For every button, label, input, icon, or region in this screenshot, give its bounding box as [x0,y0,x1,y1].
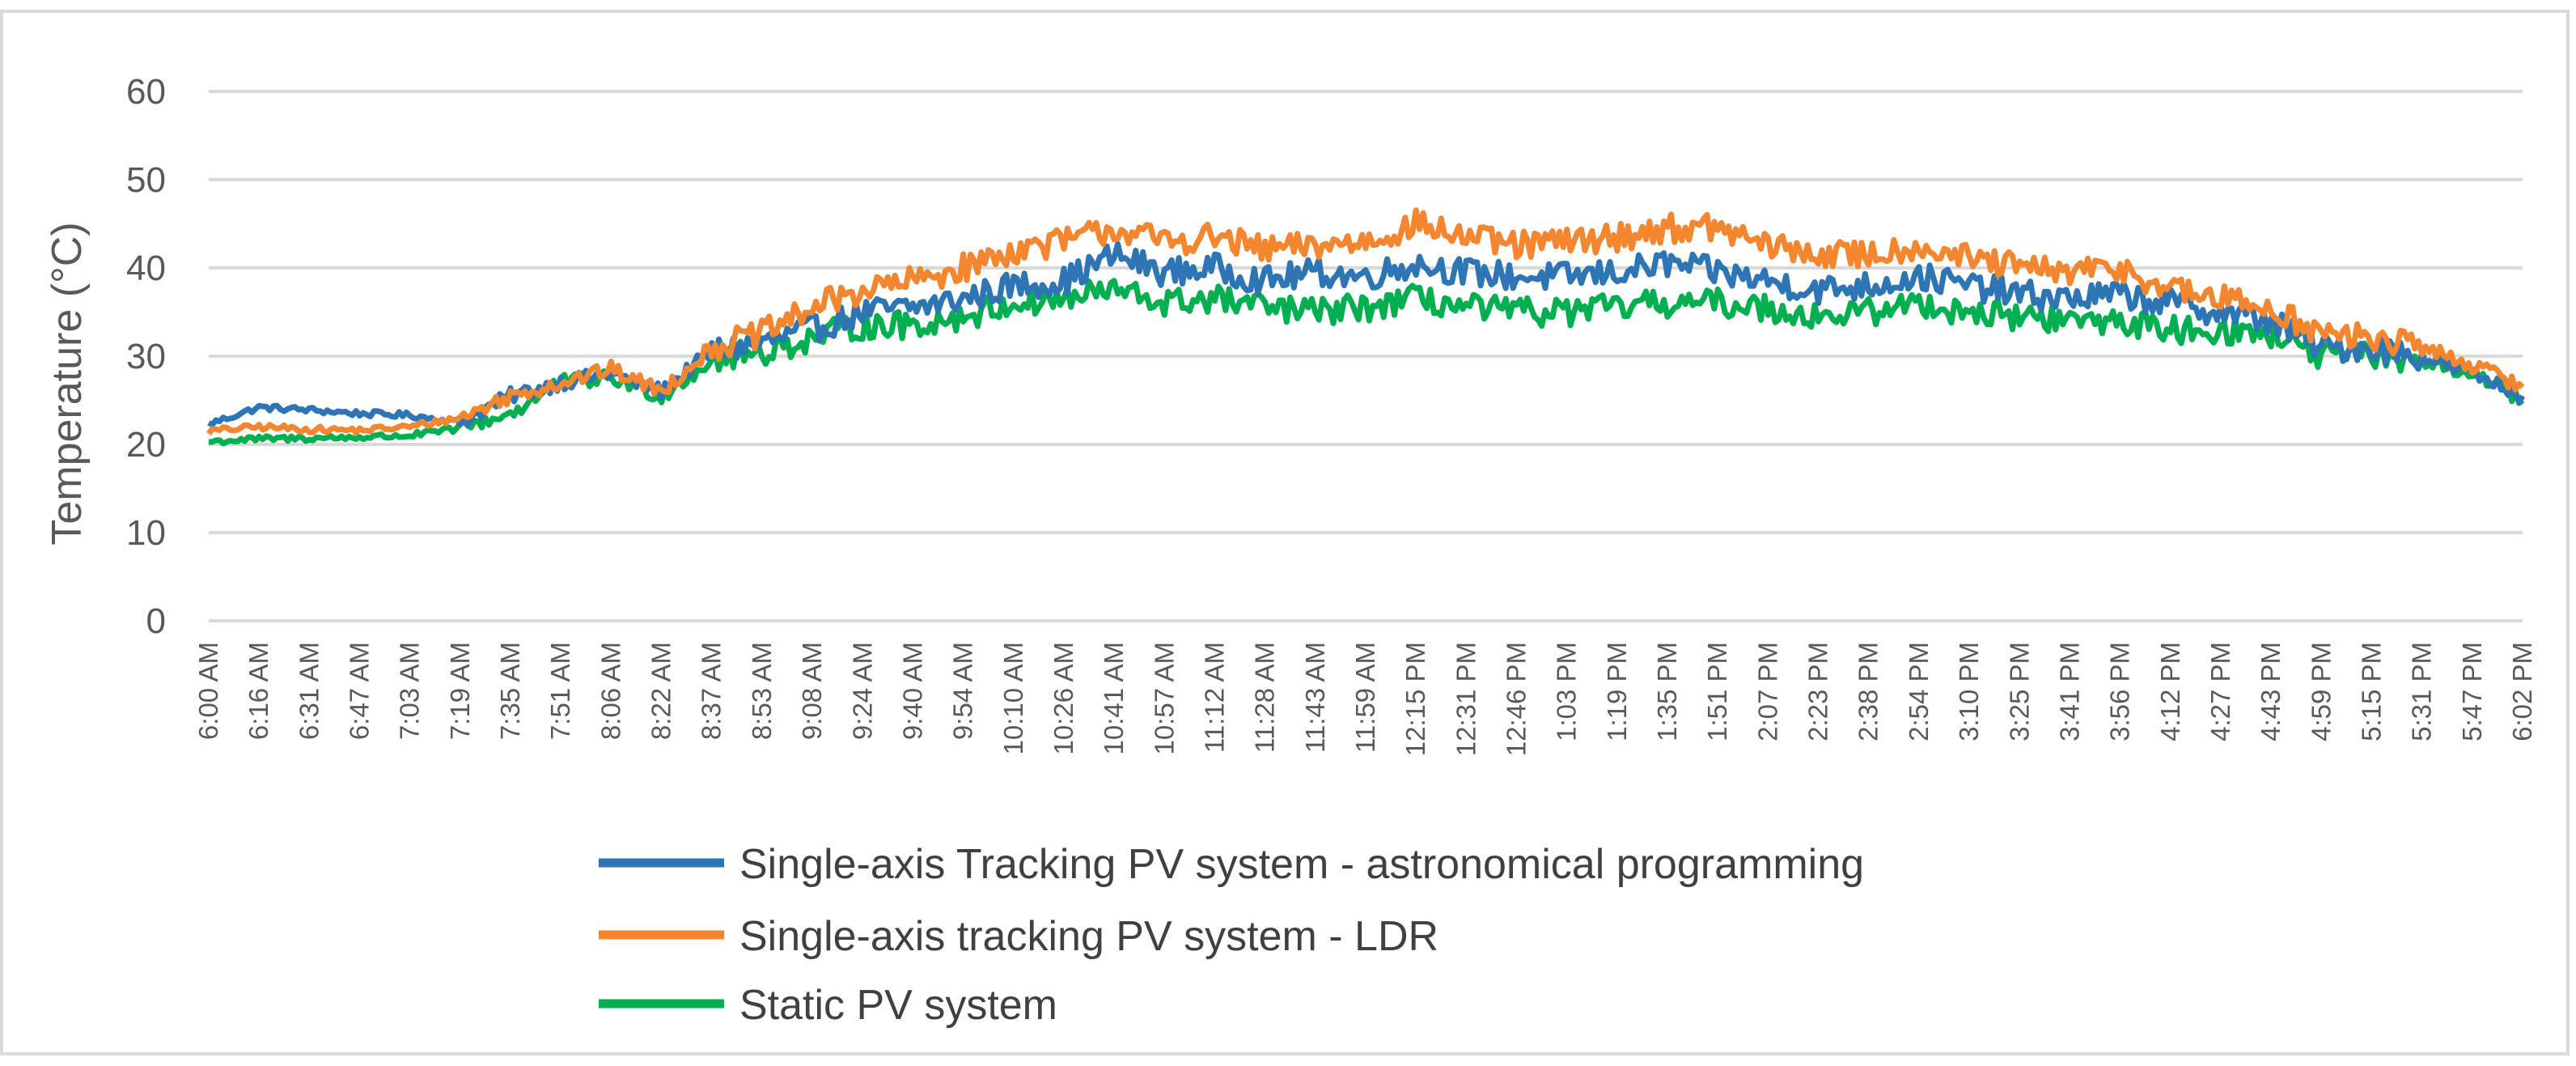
x-tick-label: 3:10 PM [1954,642,1984,741]
x-tick-label: 8:22 AM [646,642,676,740]
x-tick-label: 2:54 PM [1904,642,1934,741]
x-tick-label: 7:51 AM [545,642,575,740]
series-line-1 [207,240,2526,428]
x-tick-label: 2:23 PM [1803,642,1833,741]
x-tick-label: 6:31 AM [294,642,324,740]
series-lines [206,207,2526,447]
x-tick-label: 6:16 AM [244,642,273,740]
y-tick-label: 40 [126,248,166,288]
series-line-2 [206,207,2525,436]
y-tick-label: 10 [126,513,166,553]
y-tick-label: 60 [126,72,166,112]
x-tick-label: 4:59 PM [2306,642,2336,741]
x-tick-label: 10:26 AM [1049,642,1078,754]
x-tick-label: 1:35 PM [1652,642,1682,741]
x-tick-label: 11:28 AM [1250,642,1280,753]
x-tick-label: 9:40 AM [897,642,927,740]
x-tick-label: 11:59 AM [1350,642,1380,753]
x-tick-label: 10:57 AM [1149,642,1179,754]
x-tick-label: 4:12 PM [2155,642,2185,741]
x-tick-label: 7:03 AM [395,642,425,740]
legend-label: Single-axis tracking PV system - LDR [739,913,1438,960]
y-axis-title: Temperature (°C) [44,222,91,545]
x-tick-label: 3:56 PM [2105,642,2135,741]
x-tick-label: 9:08 AM [797,642,827,740]
legend: Single-axis Tracking PV system - astrono… [599,841,1864,1029]
x-tick-label: 12:15 PM [1400,642,1430,756]
x-tick-label: 10:41 AM [1099,642,1129,754]
x-tick-label: 11:43 AM [1300,642,1330,753]
series-line-3 [209,278,2525,447]
x-tick-label: 12:46 PM [1502,642,1532,756]
y-tick-label: 20 [126,425,166,465]
x-tick-label: 5:31 PM [2407,642,2437,741]
y-axis-ticks: 0 10 20 30 40 50 60 [126,72,166,641]
x-tick-label: 6:00 AM [193,642,223,740]
x-tick-label: 2:07 PM [1752,642,1782,741]
x-tick-label: 3:25 PM [2004,642,2034,741]
x-tick-label: 4:43 PM [2256,642,2286,741]
x-tick-label: 2:38 PM [1854,642,1883,741]
x-tick-label: 5:15 PM [2356,642,2386,741]
x-tick-label: 1:51 PM [1702,642,1732,741]
x-tick-label: 11:12 AM [1199,642,1229,753]
x-tick-label: 8:06 AM [595,642,625,740]
x-tick-label: 1:03 PM [1552,642,1582,741]
legend-label: Static PV system [739,982,1057,1029]
x-tick-label: 8:37 AM [697,642,727,740]
x-tick-label: 6:47 AM [345,642,375,740]
x-tick-label: 9:24 AM [847,642,877,740]
x-tick-label: 3:41 PM [2054,642,2084,741]
x-tick-label: 6:02 PM [2507,642,2537,741]
x-tick-label: 5:47 PM [2457,642,2487,741]
legend-label: Single-axis Tracking PV system - astrono… [739,841,1864,888]
x-tick-label: 8:53 AM [747,642,777,740]
y-tick-label: 50 [126,160,166,200]
x-tick-label: 7:35 AM [495,642,525,740]
x-axis-ticks: 6:00 AM 6:16 AM 6:31 AM 6:47 AM 7:03 AM 7:19 … [193,642,2537,756]
x-tick-label: 1:19 PM [1602,642,1632,741]
y-tick-label: 30 [126,337,166,376]
x-tick-label: 10:10 AM [998,642,1028,754]
x-tick-label: 9:54 AM [948,642,978,740]
x-tick-label: 4:27 PM [2205,642,2235,741]
x-tick-label: 7:19 AM [445,642,475,740]
x-tick-label: 12:31 PM [1451,642,1481,756]
y-tick-label: 0 [146,601,166,641]
